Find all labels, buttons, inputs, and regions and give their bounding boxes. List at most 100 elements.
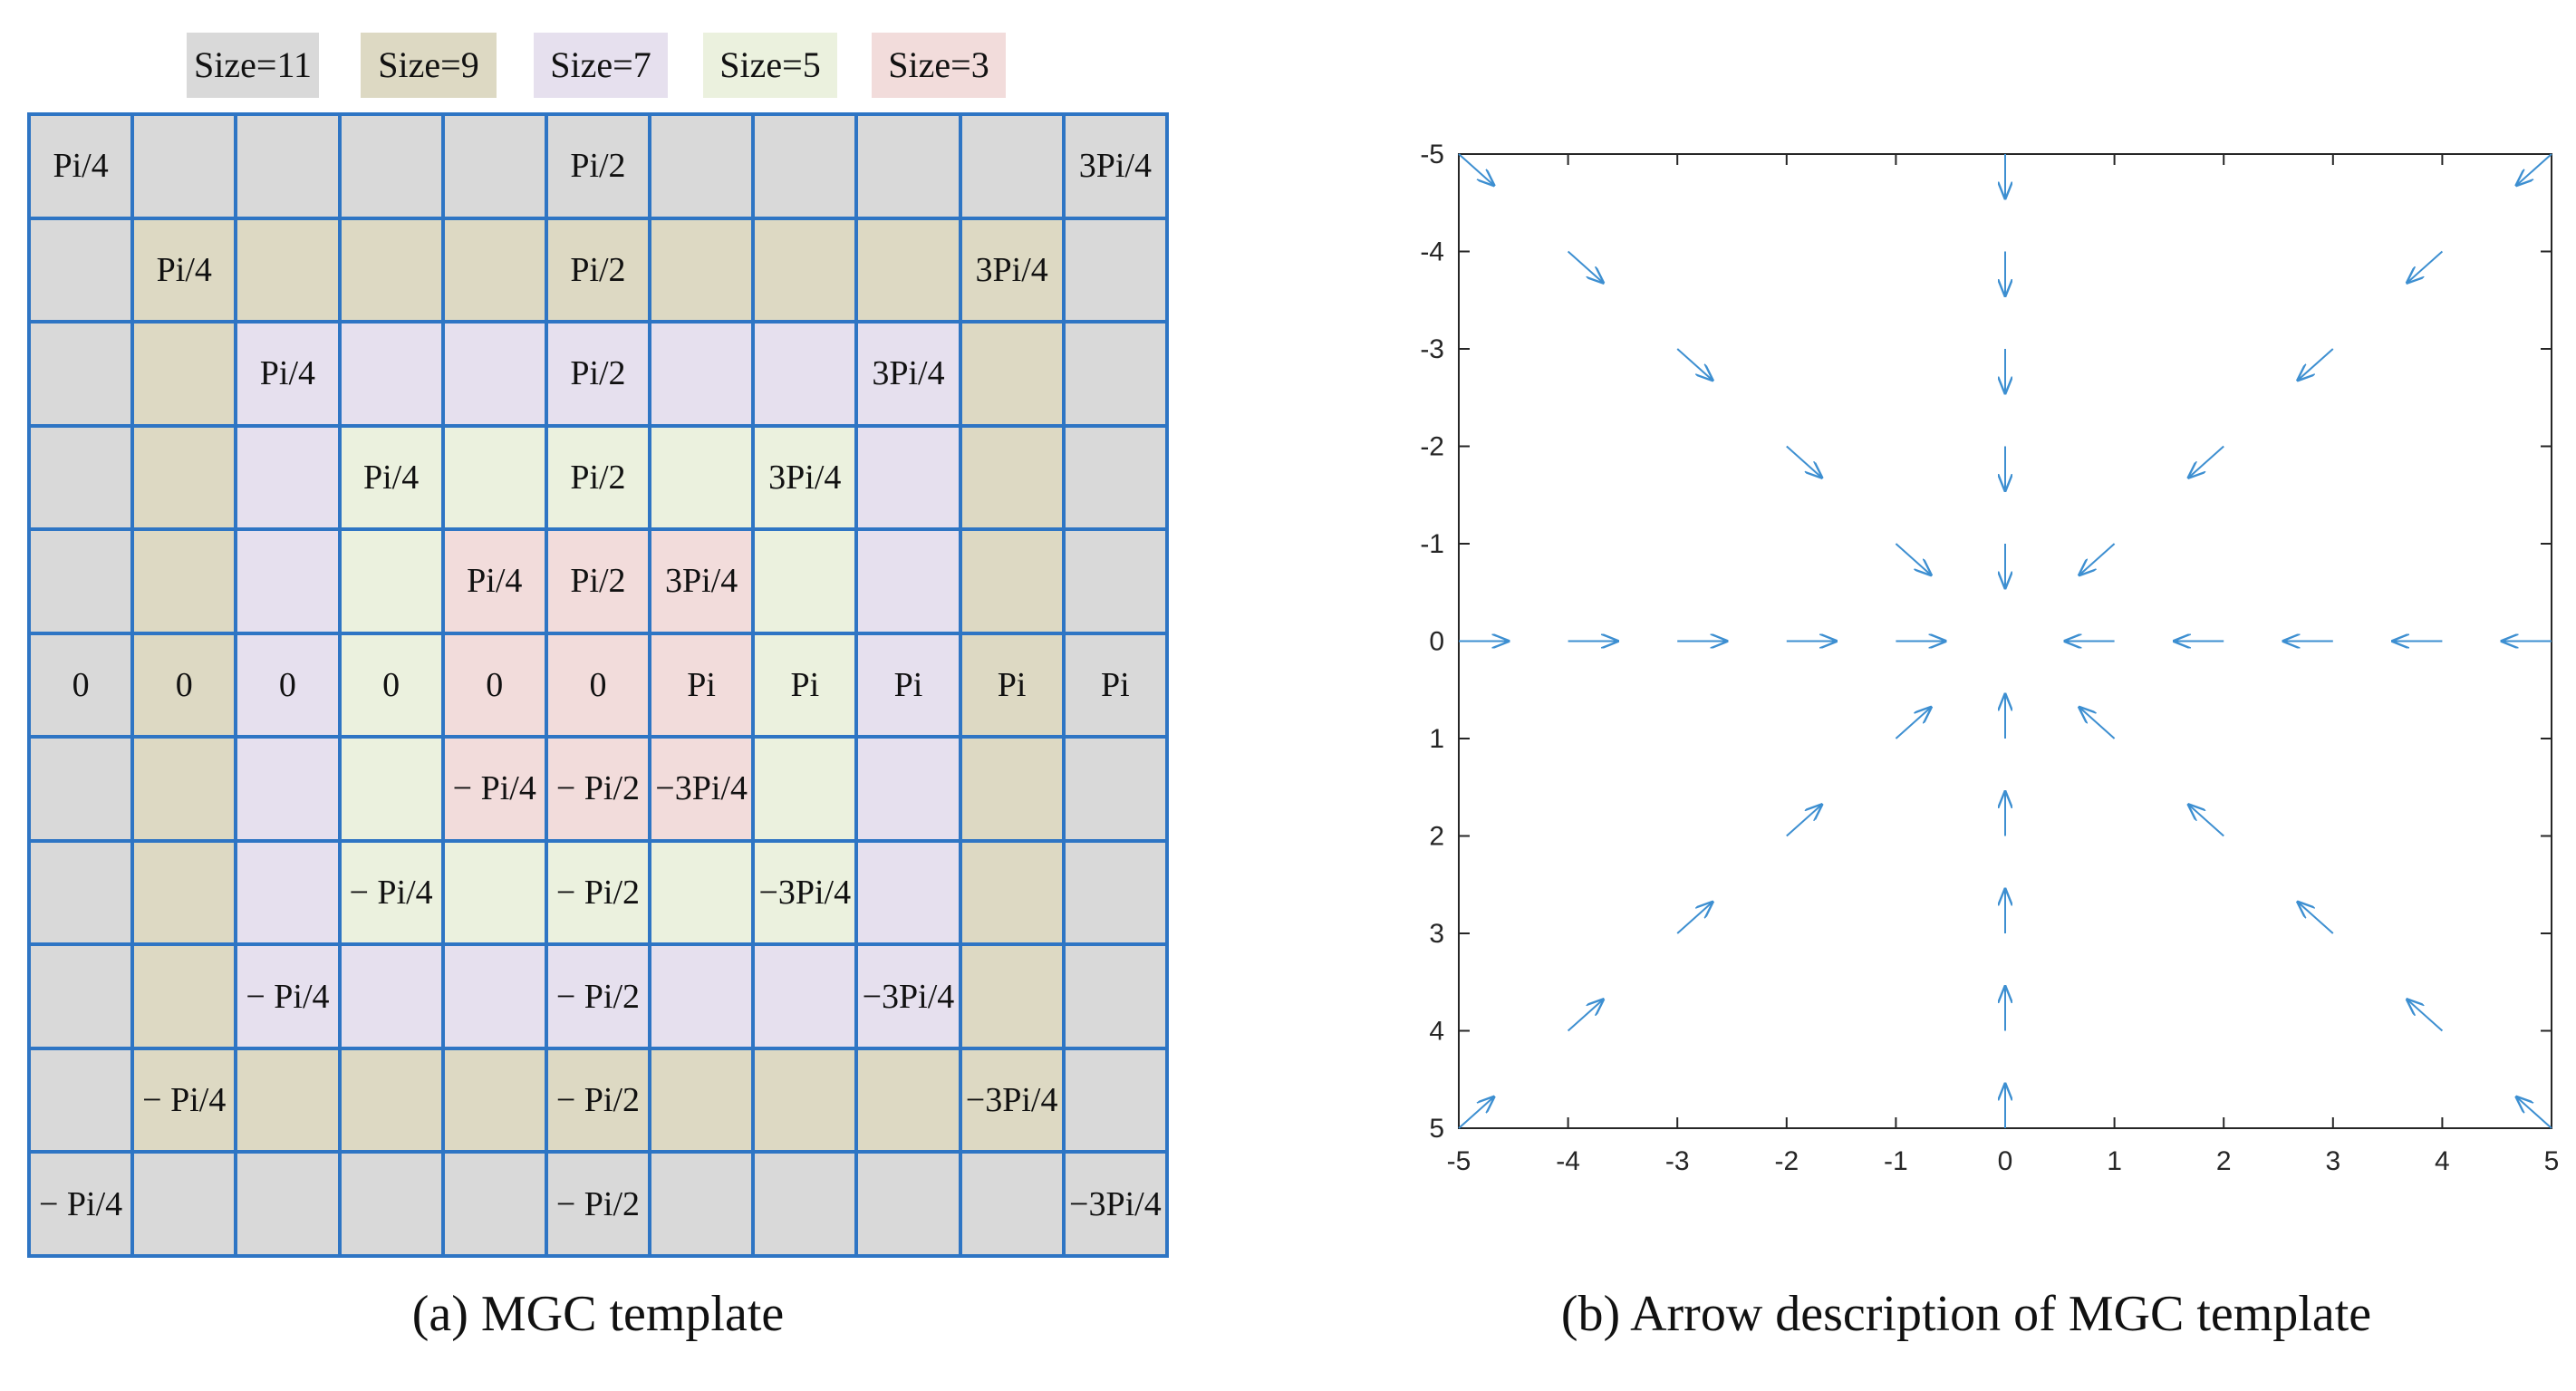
direction-arrow [1786, 805, 1821, 837]
y-tick-label: -2 [1420, 432, 1444, 462]
template-cell [130, 1150, 238, 1258]
template-cell [26, 423, 135, 532]
template-cell [440, 423, 548, 532]
template-cell: − Pi/4 [337, 838, 445, 947]
template-cell [751, 1046, 859, 1154]
template-cell [26, 320, 135, 428]
x-tick-label: 0 [1998, 1146, 2013, 1176]
template-cell [130, 423, 238, 532]
template-cell [440, 216, 548, 324]
template-cell [648, 112, 756, 220]
template-cell [648, 942, 756, 1050]
direction-arrow [2407, 250, 2444, 283]
x-tick-label: 2 [2216, 1146, 2232, 1176]
template-cell [648, 423, 756, 532]
x-tick-label: -2 [1774, 1146, 1799, 1176]
template-row: − Pi/4− Pi/2 −3Pi/4 [26, 1150, 1170, 1258]
template-cell [854, 1150, 962, 1258]
direction-arrow [2517, 1097, 2552, 1129]
template-cell [854, 1046, 962, 1154]
template-table: Pi/4 Pi/2 3Pi/4 Pi/4 Pi/2 3Pi/4 Pi/4 Pi/2 3Pi/4 P… [26, 112, 1170, 1258]
template-cell: 0 [26, 631, 135, 739]
template-cell [26, 838, 135, 947]
template-cell [26, 735, 135, 843]
template-cell [337, 216, 445, 324]
template-cell [26, 527, 135, 635]
template-cell: − Pi/4 [130, 1046, 238, 1154]
template-cell [26, 942, 135, 1050]
template-cell: 0 [234, 631, 342, 739]
template-cell: −3Pi/4 [854, 942, 962, 1050]
template-cell: − Pi/2 [544, 1150, 652, 1258]
template-cell [958, 838, 1066, 947]
y-tick-label: 4 [1429, 1017, 1444, 1047]
template-cell: Pi/2 [544, 320, 652, 428]
direction-arrow [1676, 348, 1712, 380]
template-cell: Pi [854, 631, 962, 739]
template-cell [234, 735, 342, 843]
template-cell [337, 527, 445, 635]
template-cell: 0 [130, 631, 238, 739]
template-cell: − Pi/2 [544, 838, 652, 947]
template-cell [854, 527, 962, 635]
direction-arrow [2298, 348, 2334, 380]
template-cell [958, 320, 1066, 428]
template-cell [337, 1046, 445, 1154]
template-row: Pi/4 Pi/2 3Pi/4 [26, 423, 1170, 532]
template-cell [26, 216, 135, 324]
template-cell [1061, 838, 1170, 947]
template-cell [234, 838, 342, 947]
x-tick-label: 4 [2435, 1146, 2450, 1176]
template-cell [958, 735, 1066, 843]
template-cell: Pi [958, 631, 1066, 739]
template-cell [648, 1150, 756, 1258]
template-cell: −3Pi/4 [751, 838, 859, 947]
template-cell [130, 320, 238, 428]
template-cell: Pi [648, 631, 756, 739]
legend-item: Size=11 [187, 33, 319, 98]
template-cell [958, 423, 1066, 532]
template-cell: 3Pi/4 [958, 216, 1066, 324]
plot-frame [1458, 153, 2552, 1129]
template-cell: 0 [440, 631, 548, 739]
template-cell: Pi/2 [544, 112, 652, 220]
template-cell [26, 1046, 135, 1154]
template-cell [337, 942, 445, 1050]
x-tick-label: -5 [1447, 1146, 1471, 1176]
template-row: − Pi/4− Pi/2 −3Pi/4 [26, 942, 1170, 1050]
template-row: Pi/4 Pi/2 3Pi/4 [26, 527, 1170, 635]
template-cell [234, 1150, 342, 1258]
template-cell [958, 942, 1066, 1050]
template-cell: 0 [337, 631, 445, 739]
template-cell [854, 112, 962, 220]
template-cell [234, 216, 342, 324]
arrow-field [1458, 153, 2552, 1129]
y-tick-label: 3 [1429, 919, 1444, 949]
x-tick-label: -3 [1665, 1146, 1690, 1176]
template-cell [958, 527, 1066, 635]
template-cell [234, 527, 342, 635]
template-cell: 3Pi/4 [751, 423, 859, 532]
template-cell [751, 735, 859, 843]
template-cell: Pi/4 [234, 320, 342, 428]
template-cell [234, 112, 342, 220]
template-cell: − Pi/4 [440, 735, 548, 843]
template-row: Pi/4 Pi/2 3Pi/4 [26, 216, 1170, 324]
template-cell [751, 527, 859, 635]
direction-arrow [1458, 1097, 1493, 1129]
template-cell: Pi [1061, 631, 1170, 739]
direction-arrow [1786, 445, 1821, 478]
template-row: Pi/4 Pi/2 3Pi/4 [26, 320, 1170, 428]
template-cell: Pi [751, 631, 859, 739]
direction-arrow [2298, 903, 2334, 934]
mgc-template-grid: Pi/4 Pi/2 3Pi/4 Pi/4 Pi/2 3Pi/4 Pi/4 Pi/2 3Pi/4 P… [26, 112, 1170, 1258]
template-cell: − Pi/2 [544, 1046, 652, 1154]
direction-arrow [2189, 805, 2224, 837]
template-cell [751, 112, 859, 220]
template-row: − Pi/4 − Pi/2 −3Pi/4 [26, 838, 1170, 947]
template-row: Pi/4 Pi/2 3Pi/4 [26, 112, 1170, 220]
template-cell [751, 1150, 859, 1258]
template-row: − Pi/4− Pi/2 −3Pi/4 [26, 735, 1170, 843]
template-cell: − Pi/4 [234, 942, 342, 1050]
